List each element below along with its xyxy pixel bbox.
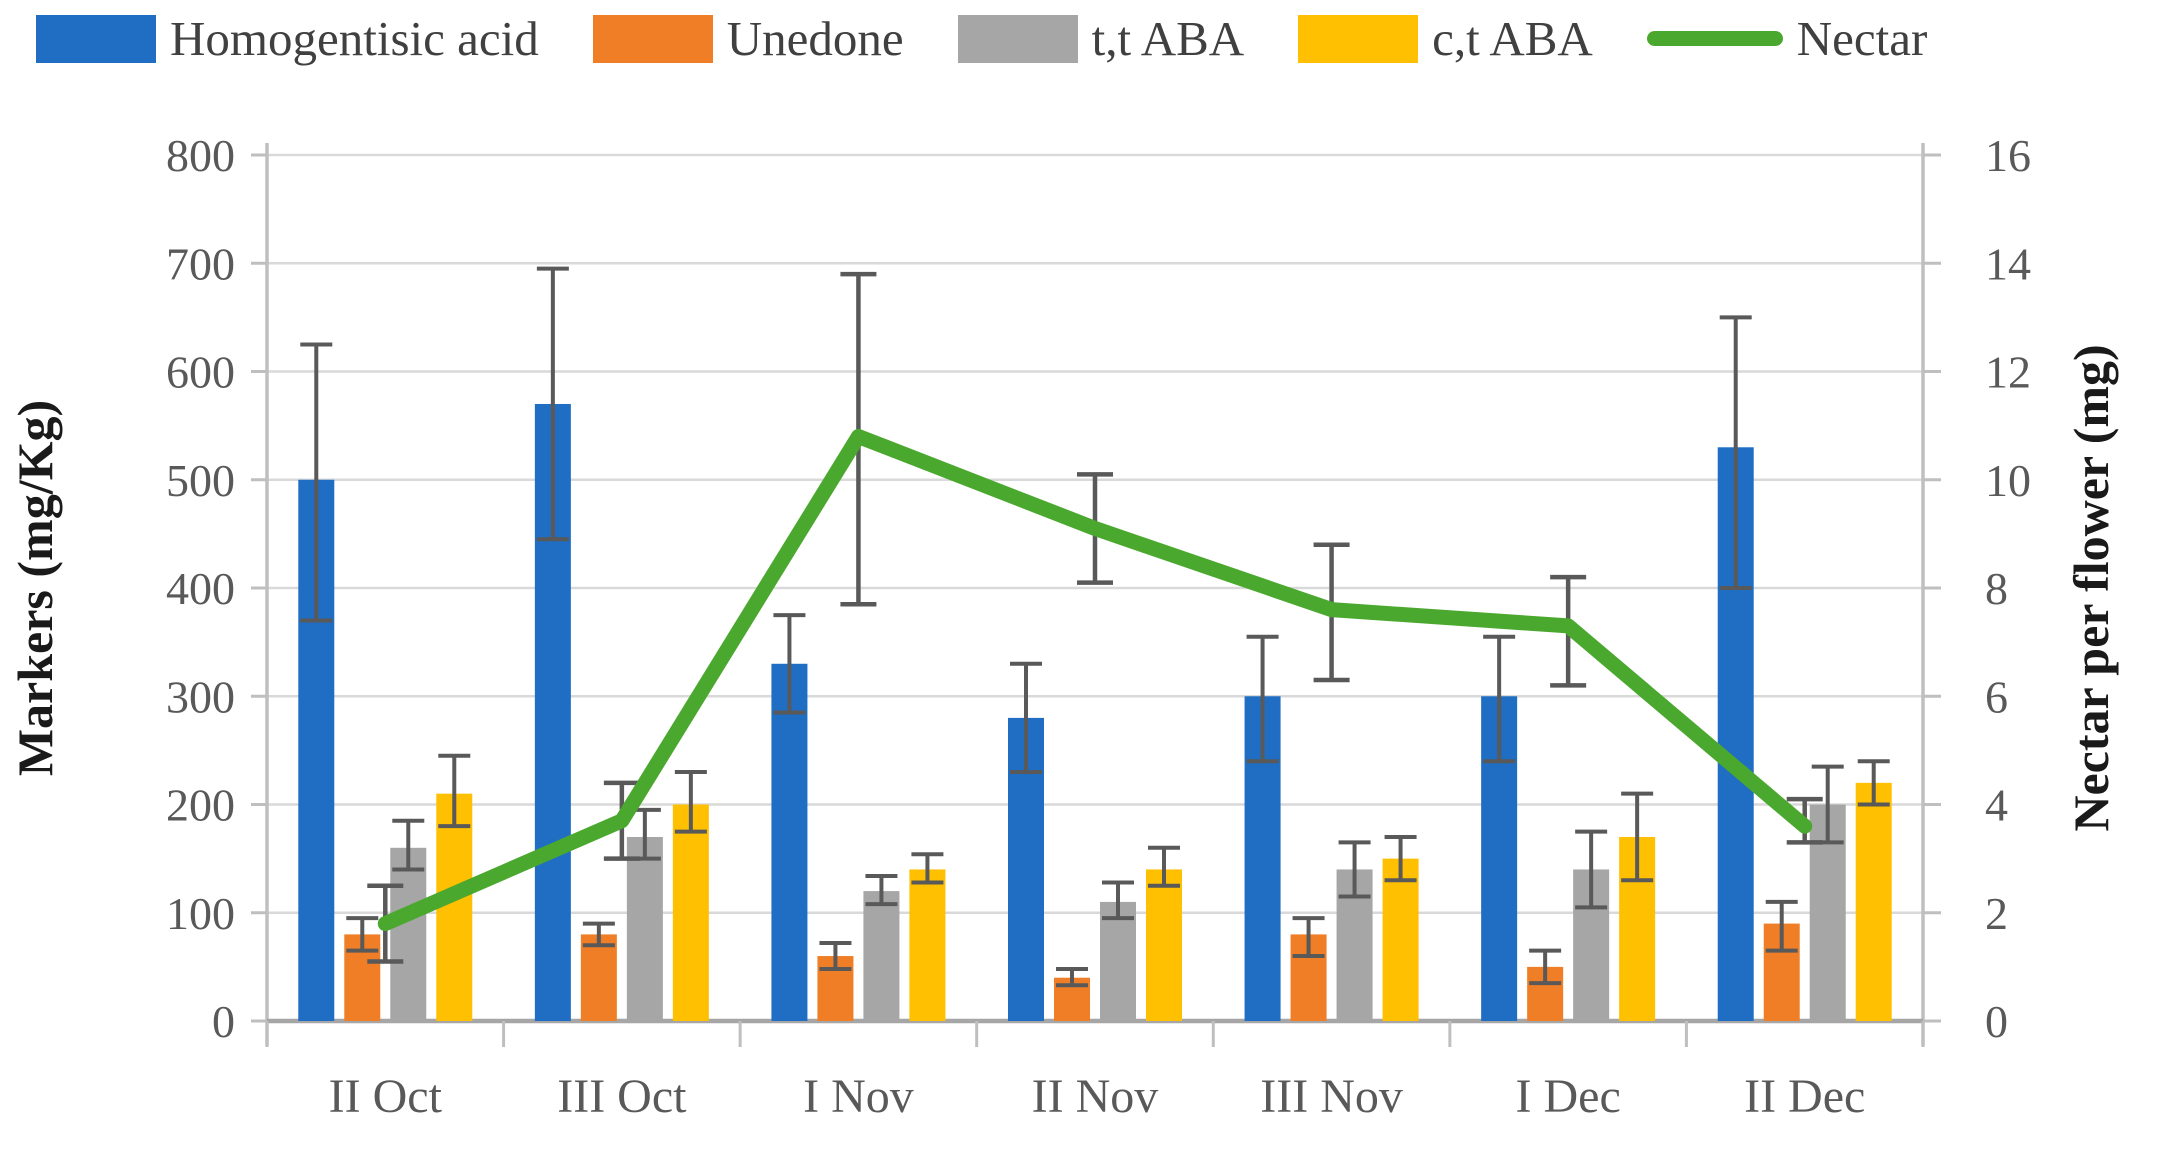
legend-item-c-t-aba: c,t ABA — [1298, 10, 1593, 67]
error-bar — [1765, 899, 1798, 953]
error-bar — [1575, 829, 1608, 910]
bar-c-t-aba — [1146, 869, 1182, 1021]
error-bar — [1010, 661, 1042, 775]
axis-tick-label: 2 — [1985, 888, 2008, 939]
error-bar — [582, 921, 615, 948]
axis-tick-label: 200 — [166, 780, 235, 831]
axis-tick-label: 400 — [166, 563, 235, 614]
line-nectar — [377, 428, 1813, 932]
axis-tick-label: III Nov — [1260, 1070, 1403, 1123]
bar-unedone — [580, 934, 617, 1021]
legend-label: t,t ABA — [1091, 11, 1245, 66]
axis-title: Markers (mg/Kg) — [7, 400, 63, 776]
axis-tick-label: I Dec — [1516, 1070, 1621, 1123]
bar-t-t-aba — [626, 836, 663, 1021]
axis-tick-label: 16 — [1985, 130, 2031, 181]
error-bar — [1148, 845, 1180, 888]
axis-tick-label: 14 — [1985, 238, 2031, 289]
axis-tick-label: 12 — [1985, 347, 2031, 398]
axis-tick-label: 4 — [1985, 780, 2008, 831]
legend-label: Unedone — [726, 11, 904, 66]
error-bar — [346, 916, 379, 953]
error-bar — [911, 852, 944, 885]
axis-tick-label: 0 — [212, 996, 235, 1047]
axis-tick-label: I Nov — [803, 1070, 914, 1123]
axis-tick-label: II Oct — [329, 1070, 443, 1123]
bar-t-t-aba — [1100, 901, 1136, 1021]
bar-t-t-aba — [863, 891, 900, 1021]
axis-tick-label: 700 — [166, 238, 235, 289]
axis-tick-label: 10 — [1985, 455, 2031, 506]
error-bar — [1483, 634, 1516, 764]
axis-tick-label: 8 — [1985, 563, 2008, 614]
error-bar — [1056, 967, 1088, 988]
error-bar — [438, 753, 471, 829]
axis-tick-label: III Oct — [557, 1070, 687, 1123]
error-bar — [1102, 880, 1134, 921]
axis-tick-label: 6 — [1985, 671, 2008, 722]
legend-label: Nectar — [1796, 11, 1928, 66]
legend-box-swatch-icon — [36, 14, 156, 63]
axis-tick-label: 800 — [166, 130, 235, 181]
error-bar — [1719, 315, 1752, 590]
error-bar — [773, 613, 806, 715]
bar-c-t-aba — [909, 869, 946, 1021]
legend-item-homogentisic-acid: Homogentisic acid — [36, 10, 539, 67]
error-bar — [1246, 634, 1279, 764]
error-bar — [1338, 840, 1371, 899]
axis-tick-label: II Dec — [1744, 1070, 1865, 1123]
legend-item-t-t-aba: t,t ABA — [957, 10, 1245, 67]
axis-tick-label: 300 — [166, 671, 235, 722]
chart-legend: Homogentisic acid Unedone t,t ABA c,t ABA Ne… — [36, 10, 1927, 67]
axis-tick-label: 500 — [166, 455, 235, 506]
legend-item-nectar: Nectar — [1646, 10, 1928, 67]
error-bar — [819, 941, 852, 972]
axis-title: Nectar per flower (mg) — [2063, 344, 2119, 831]
bar-c-t-aba — [672, 804, 709, 1021]
axis-tick-label: 100 — [166, 888, 235, 939]
error-bar — [392, 818, 425, 872]
error-bar — [1292, 916, 1325, 959]
bar-c-t-aba — [436, 793, 473, 1021]
bar-homogentisic-acid — [771, 663, 808, 1021]
axis-tick-label: II Nov — [1032, 1070, 1159, 1123]
bar-t-t-aba — [390, 847, 427, 1021]
error-bar — [865, 873, 898, 907]
error-bar — [674, 770, 707, 834]
bar-c-t-aba — [1855, 782, 1892, 1021]
error-bar — [1621, 791, 1654, 883]
bar-c-t-aba — [1382, 858, 1419, 1021]
error-bar — [1529, 948, 1562, 986]
axis-tick-label: 0 — [1985, 996, 2008, 1047]
legend-box-swatch-icon — [957, 14, 1078, 63]
error-bar — [536, 266, 569, 542]
legend-box-swatch-icon — [1298, 14, 1419, 63]
legend-line-swatch-icon — [1646, 31, 1783, 46]
legend-label: c,t ABA — [1432, 11, 1593, 66]
legend-box-swatch-icon — [592, 14, 713, 63]
error-bar — [1384, 834, 1417, 883]
axis-tick-label: 600 — [166, 347, 235, 398]
legend-item-unedone: Unedone — [592, 10, 904, 67]
legend-label: Homogentisic acid — [170, 11, 539, 66]
error-bar — [1857, 759, 1890, 807]
error-bar — [300, 342, 333, 623]
